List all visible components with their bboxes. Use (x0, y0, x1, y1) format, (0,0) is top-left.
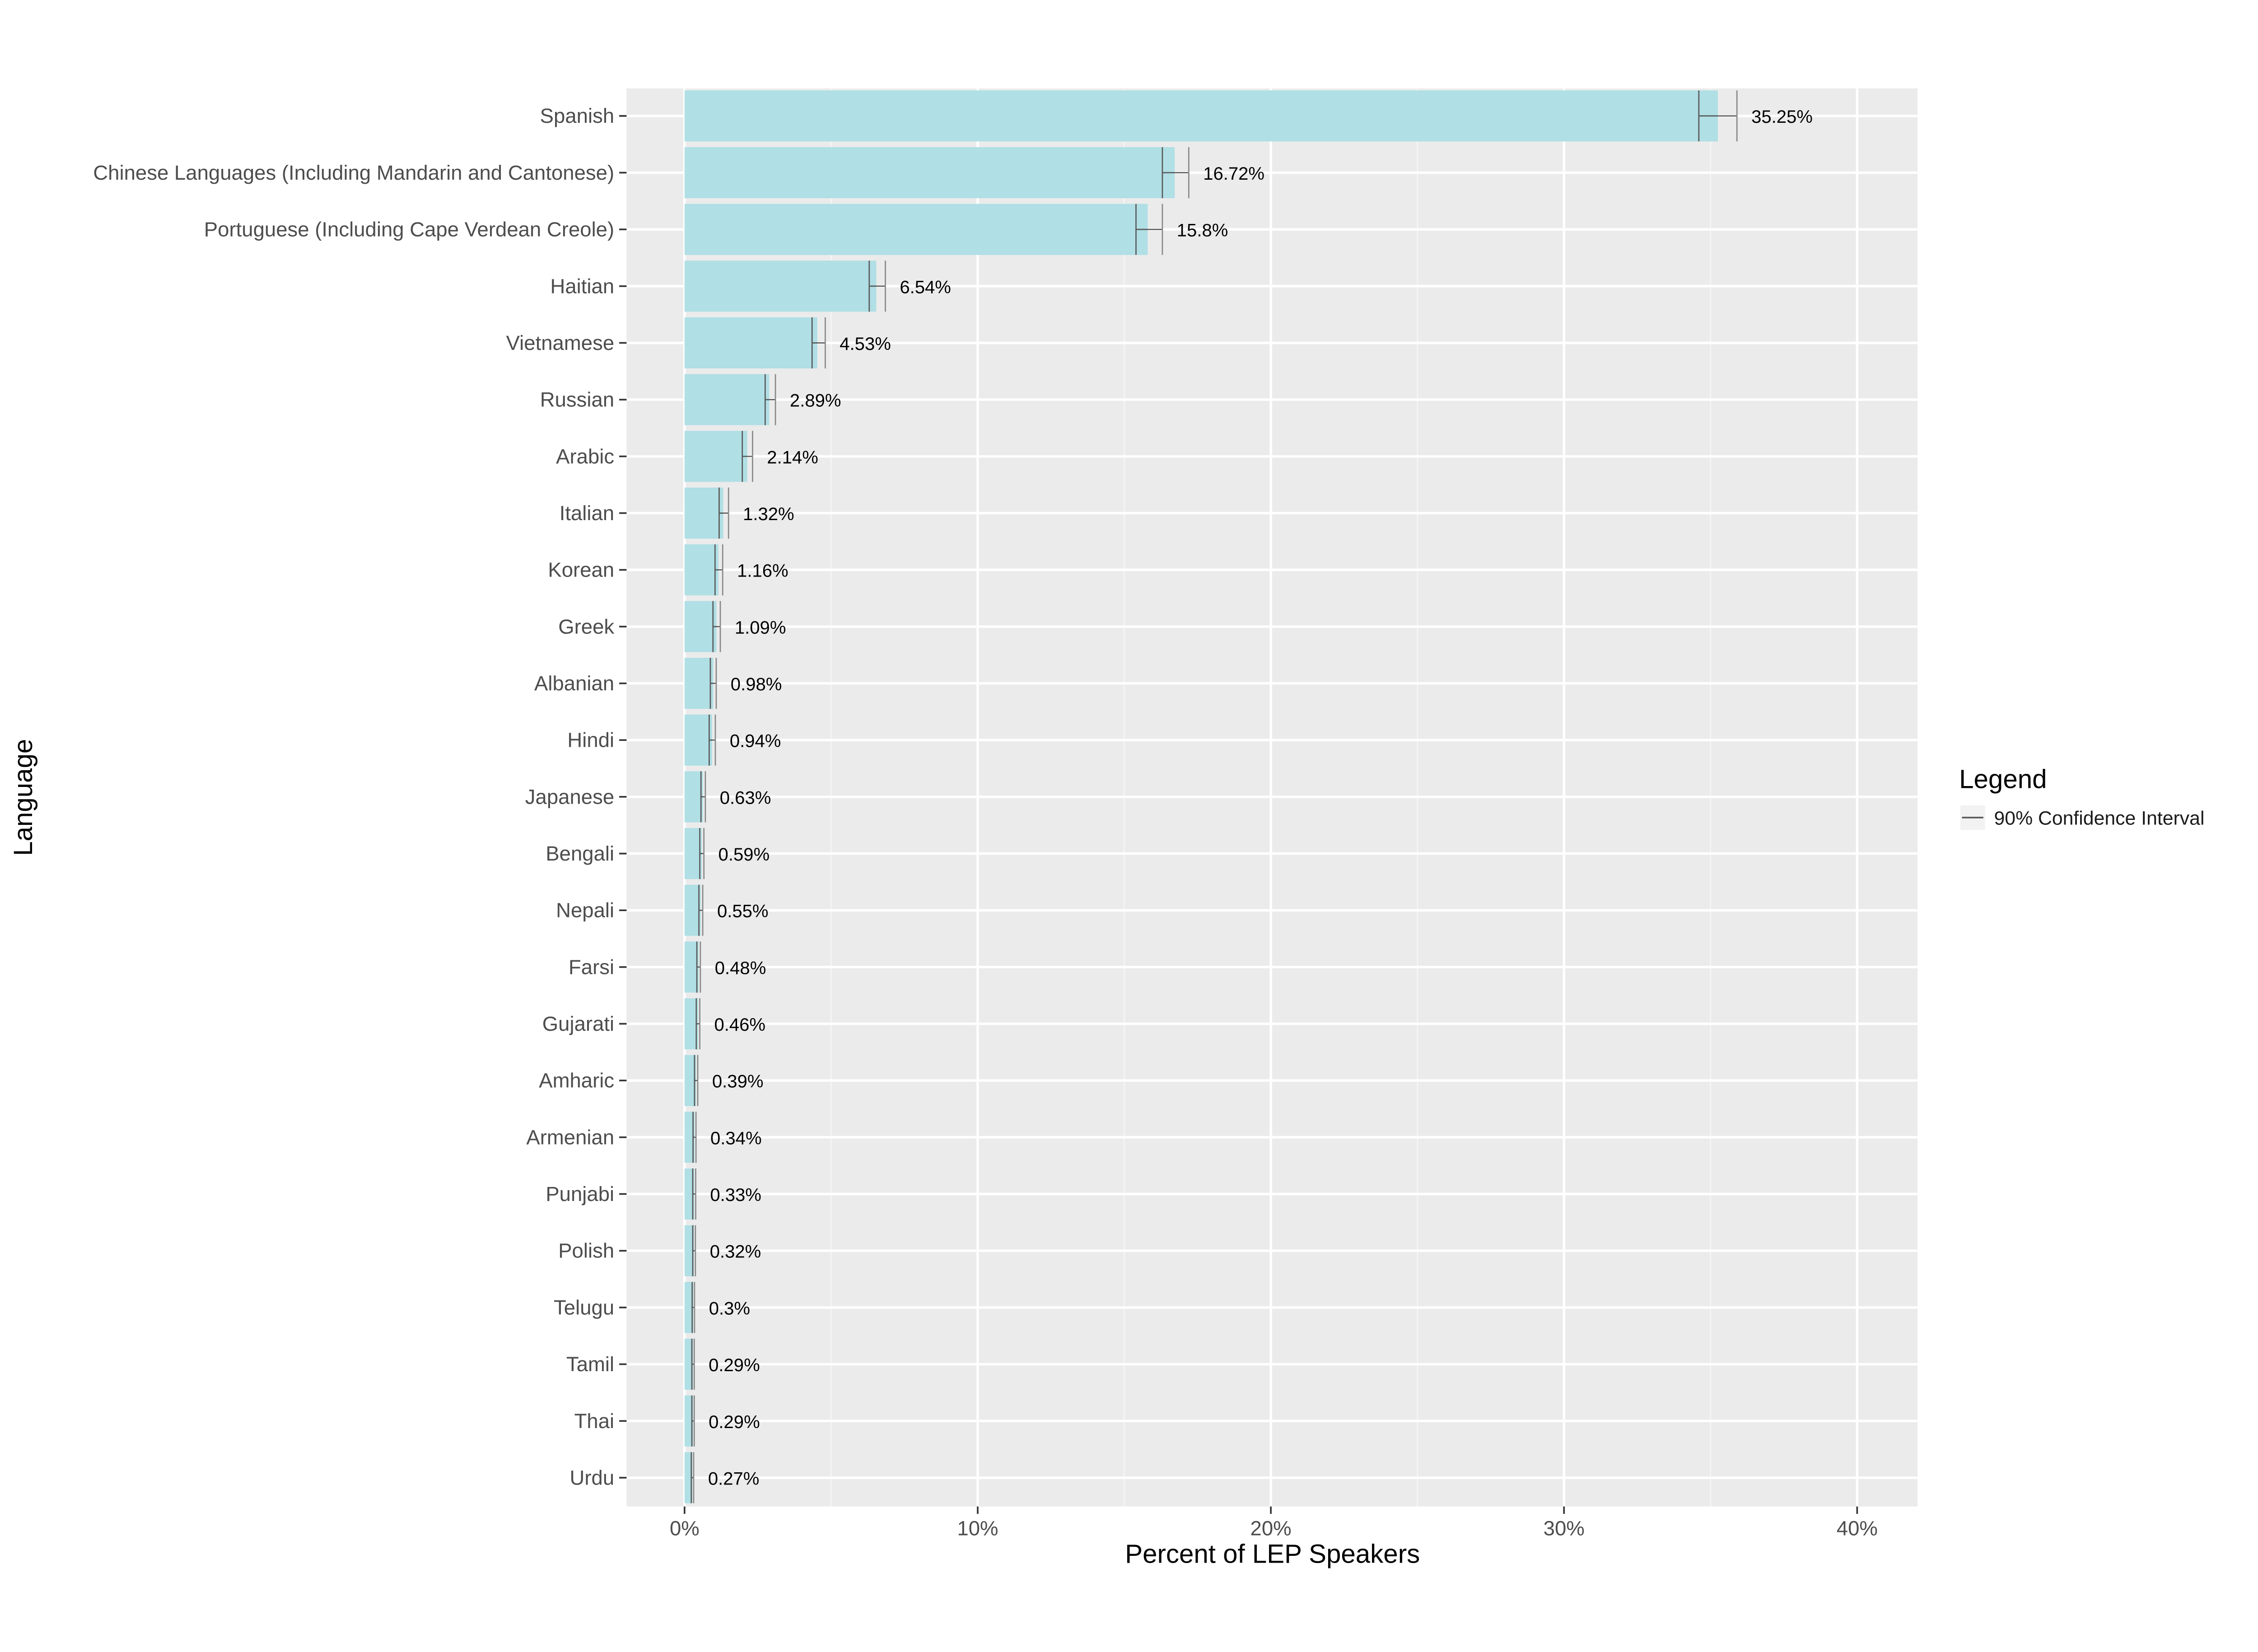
y-tick-label: Nepali (556, 899, 614, 922)
data-label: 6.54% (900, 277, 951, 297)
y-tick-label: Farsi (569, 955, 614, 978)
bar (684, 657, 714, 709)
data-label: 1.32% (743, 504, 794, 524)
x-tick-label: 30% (1544, 1517, 1585, 1540)
x-axis: 0% 10% 20% 30% 40% (670, 1506, 1878, 1540)
bar (684, 317, 817, 369)
data-label: 0.94% (730, 731, 781, 751)
y-tick-label: Japanese (525, 785, 614, 808)
bar (684, 1225, 694, 1276)
data-label: 0.3% (709, 1298, 750, 1318)
data-label: 0.55% (717, 902, 769, 921)
y-tick-label: Chinese Languages (Including Mandarin an… (93, 161, 614, 184)
bar (684, 601, 717, 652)
legend: Legend 90% Confidence Interval (1959, 764, 2204, 830)
y-tick-label: Haitian (550, 275, 614, 298)
y-tick-label: Spanish (540, 104, 614, 127)
y-tick-label: Vietnamese (506, 331, 615, 354)
bar (684, 431, 747, 482)
bar (684, 1282, 694, 1333)
bar (684, 1395, 693, 1447)
data-label: 2.14% (767, 447, 818, 467)
bar (684, 1339, 693, 1390)
bar (684, 828, 702, 880)
y-tick-label: Polish (558, 1239, 614, 1262)
y-tick-label: Bengali (546, 842, 614, 865)
data-label: 0.27% (708, 1469, 760, 1489)
y-tick-label: Tamil (566, 1353, 614, 1376)
data-label: 35.25% (1751, 107, 1813, 127)
y-tick-label: Thai (574, 1410, 615, 1433)
y-tick-label: Armenian (526, 1126, 614, 1149)
y-tick-label: Russian (540, 388, 614, 411)
legend-entry-label: 90% Confidence Interval (1994, 807, 2205, 829)
data-label: 2.89% (790, 391, 841, 411)
bar (684, 1452, 693, 1503)
y-tick-label: Italian (560, 502, 614, 525)
y-tick-label: Punjabi (546, 1182, 614, 1205)
y-tick-label: Urdu (570, 1466, 615, 1489)
y-tick-label: Gujarati (542, 1012, 614, 1035)
bar (684, 1168, 695, 1220)
data-label: 1.16% (737, 561, 788, 581)
x-axis-title: Percent of LEP Speakers (1125, 1539, 1420, 1568)
data-label: 0.29% (709, 1412, 760, 1432)
data-label: 15.8% (1177, 221, 1228, 241)
x-tick-label: 20% (1250, 1517, 1292, 1540)
x-tick-label: 10% (957, 1517, 998, 1540)
data-label: 0.48% (715, 958, 766, 978)
y-axis-title: Language (9, 739, 38, 856)
y-tick-label: Amharic (539, 1069, 614, 1092)
data-label: 0.63% (720, 788, 771, 808)
data-label: 0.59% (718, 845, 770, 865)
x-tick-label: 0% (670, 1517, 700, 1540)
y-axis: Spanish Chinese Languages (Including Mand… (93, 104, 627, 1489)
bar (684, 90, 1718, 142)
data-label: 0.32% (710, 1242, 761, 1262)
data-label: 0.33% (710, 1185, 761, 1205)
bars: 35.25% 16.72% 15.8% 6.54% 4.53% 2.89% 2.14% 1.3… (684, 90, 1813, 1503)
data-label: 0.39% (712, 1072, 764, 1092)
data-label: 16.72% (1203, 164, 1264, 184)
y-tick-label: Arabic (556, 445, 614, 468)
bar (684, 1112, 695, 1163)
bar (684, 771, 703, 823)
y-tick-label: Hindi (567, 729, 614, 752)
bar (684, 487, 723, 539)
y-tick-label: Portuguese (Including Cape Verdean Creol… (204, 218, 614, 241)
y-tick-label: Albanian (534, 672, 614, 695)
data-label: 4.53% (840, 334, 891, 354)
bar (684, 374, 770, 425)
data-label: 0.29% (709, 1355, 760, 1375)
data-label: 0.98% (731, 675, 782, 694)
y-tick-label: Korean (548, 558, 614, 582)
bar (684, 884, 701, 936)
y-tick-label: Greek (558, 615, 614, 638)
y-tick-label: Telugu (554, 1296, 614, 1319)
bar (684, 714, 712, 766)
data-label: 0.46% (714, 1015, 765, 1035)
data-label: 0.34% (710, 1128, 762, 1148)
bar (684, 204, 1148, 255)
bar (684, 147, 1175, 198)
bar (684, 544, 719, 596)
data-label: 1.09% (735, 618, 786, 638)
bar (684, 261, 877, 312)
x-tick-label: 40% (1837, 1517, 1878, 1540)
legend-title: Legend (1959, 764, 2047, 794)
